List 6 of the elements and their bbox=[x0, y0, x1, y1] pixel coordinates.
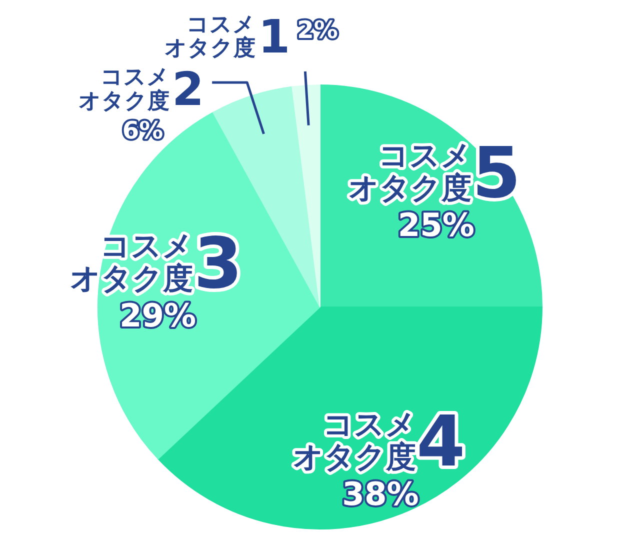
data-label: 25% bbox=[398, 206, 474, 244]
pie-slice bbox=[292, 84, 320, 308]
data-label: 38% bbox=[342, 474, 419, 513]
data-label: 2% bbox=[297, 16, 338, 44]
data-label: 6% bbox=[122, 116, 164, 145]
data-label: 29% bbox=[119, 296, 196, 334]
